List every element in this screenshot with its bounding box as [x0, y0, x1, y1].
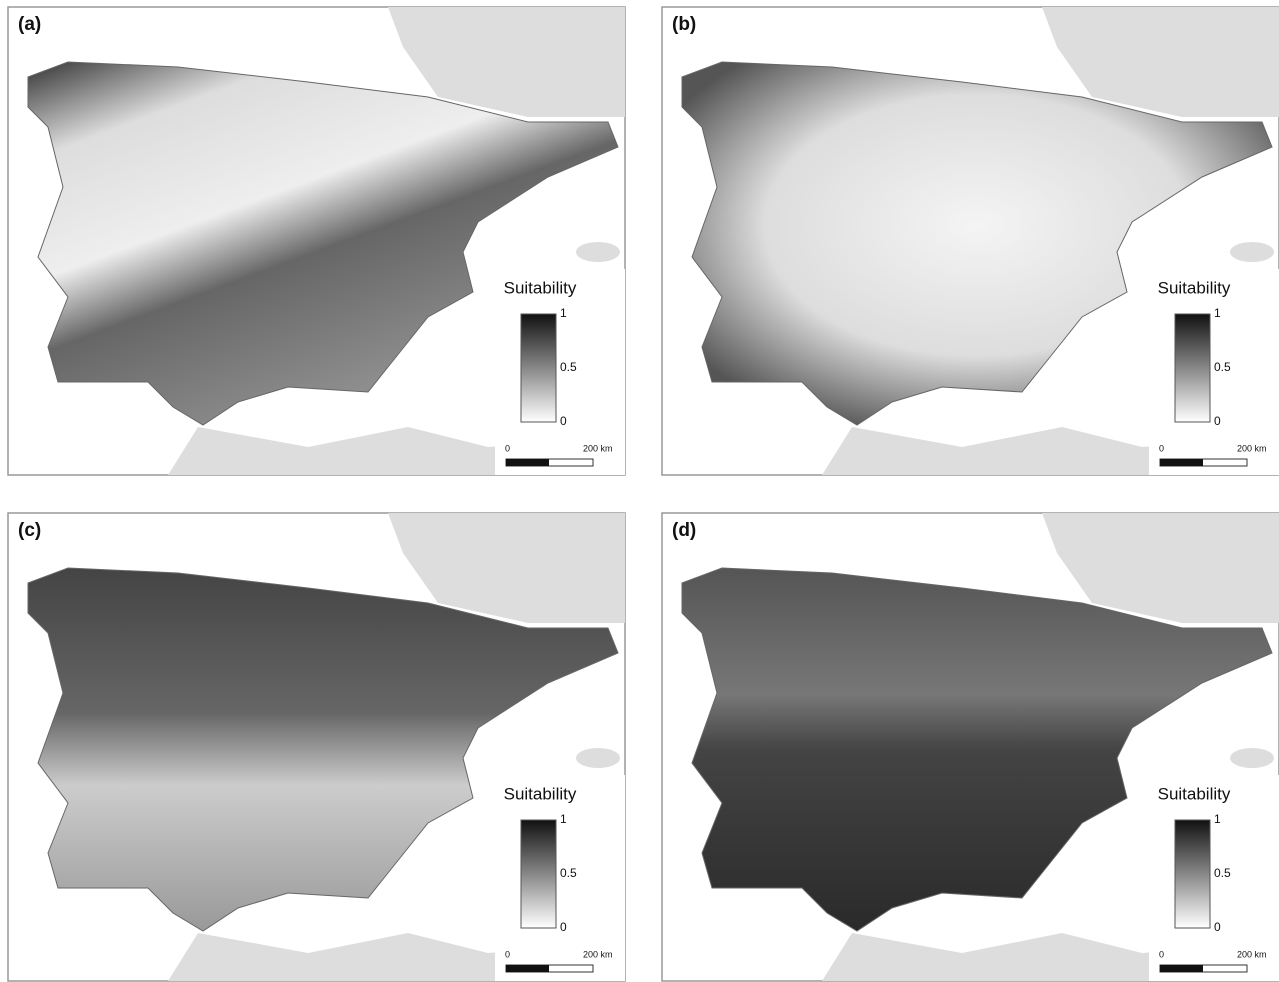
scale-bar-fill [1160, 459, 1203, 466]
legend-tick-label: 0.5 [1214, 866, 1231, 880]
legend-title: Suitability [1158, 784, 1231, 803]
island [576, 242, 620, 262]
scale-end: 200 km [583, 443, 613, 453]
panel-label: (b) [672, 14, 696, 35]
island [1230, 748, 1274, 768]
map-panel: (a) Suitability 1 0.5 0 0 200 km [8, 7, 625, 475]
island [1230, 242, 1274, 262]
legend-tick-label: 0.5 [1214, 360, 1231, 374]
legend-ramp [521, 314, 556, 422]
legend-title: Suitability [1158, 278, 1231, 297]
scale-end: 200 km [1237, 443, 1267, 453]
scale-end: 200 km [1237, 949, 1267, 959]
legend-tick-label: 0 [1214, 920, 1221, 934]
panel-label: (d) [672, 520, 696, 541]
legend-tick-label: 0.5 [560, 360, 577, 374]
map-panel: (c) Suitability 1 0.5 0 0 200 km [8, 513, 625, 981]
legend-tick-label: 0 [560, 920, 567, 934]
map-panel: (d) Suitability 1 0.5 0 0 200 km [662, 513, 1279, 981]
panel-label: (c) [18, 520, 41, 541]
legend-tick-label: 1 [1214, 306, 1221, 320]
legend-tick-label: 0.5 [560, 866, 577, 880]
legend-tick-label: 1 [1214, 812, 1221, 826]
legend-ramp [1175, 820, 1210, 928]
scale-start: 0 [505, 443, 510, 453]
scale-start: 0 [1159, 949, 1164, 959]
scale-start: 0 [505, 949, 510, 959]
legend-ramp [521, 820, 556, 928]
scale-bar-fill [506, 459, 549, 466]
legend-title: Suitability [504, 784, 577, 803]
legend-tick-label: 0 [1214, 414, 1221, 428]
scale-start: 0 [1159, 443, 1164, 453]
island [576, 748, 620, 768]
scale-bar-fill [1160, 965, 1203, 972]
legend-title: Suitability [504, 278, 577, 297]
scale-bar-fill [506, 965, 549, 972]
legend-tick-label: 1 [560, 306, 567, 320]
legend-tick-label: 0 [560, 414, 567, 428]
figure: (a) Suitability 1 0.5 0 0 200 km (b) Suitability… [0, 0, 1279, 982]
legend-tick-label: 1 [560, 812, 567, 826]
legend-ramp [1175, 314, 1210, 422]
map-panel: (b) Suitability 1 0.5 0 0 200 km [662, 7, 1279, 475]
panel-label: (a) [18, 14, 41, 35]
scale-end: 200 km [583, 949, 613, 959]
